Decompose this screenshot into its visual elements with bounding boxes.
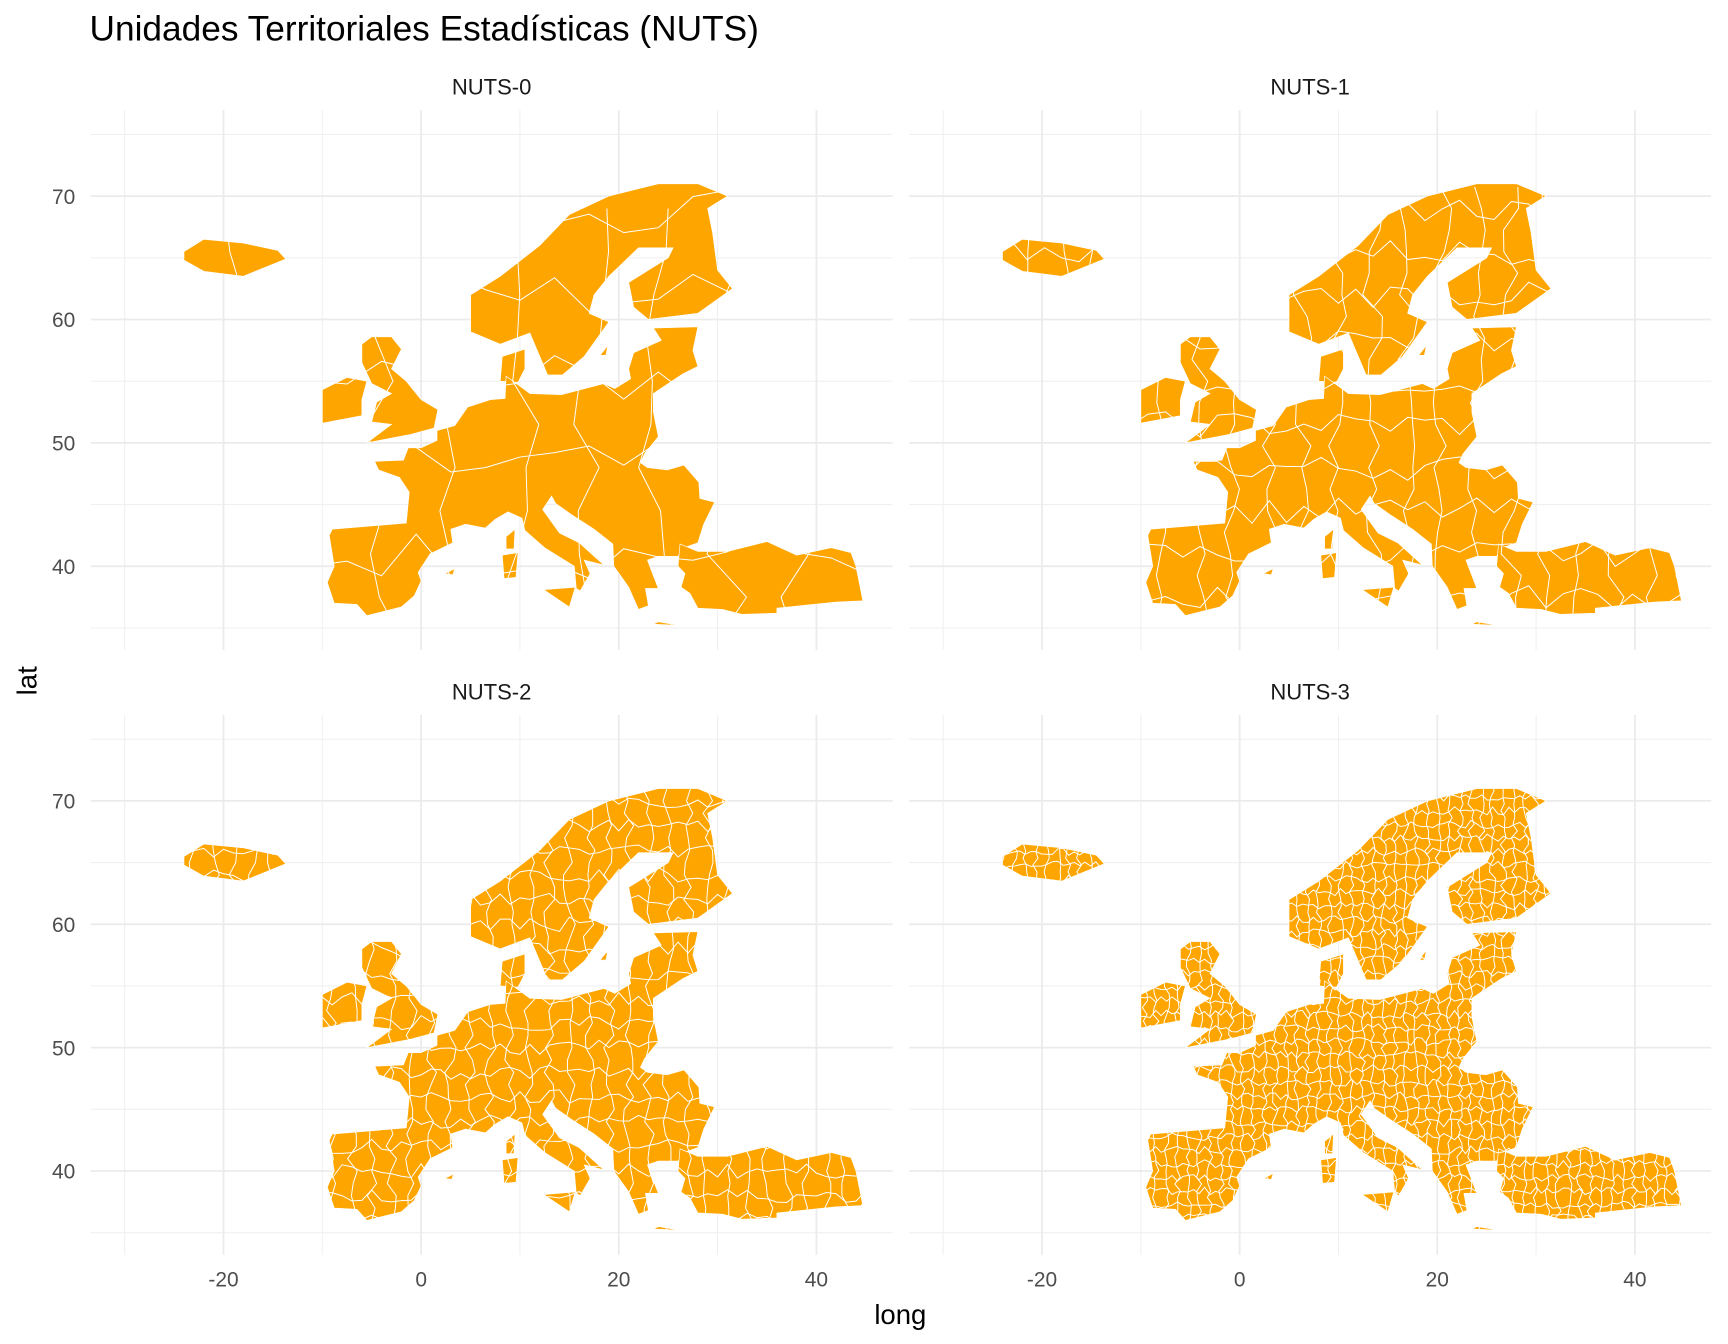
x-tick-label: 20 [1426, 1269, 1449, 1292]
region-turkey [1496, 541, 1682, 615]
facet-panel-nuts-1: NUTS-1 [909, 75, 1712, 650]
chart-title: Unidades Territoriales Estadísticas (NUT… [90, 10, 759, 49]
region-mallorca [1262, 568, 1274, 576]
region-turkey [1496, 1146, 1682, 1220]
region-sicily [1361, 586, 1395, 608]
region-crete [653, 621, 682, 626]
y-tick-label: 40 [52, 556, 75, 579]
region-ireland [321, 377, 368, 424]
facet-strip-label: NUTS-1 [1270, 75, 1350, 100]
region-mallorca [1262, 1172, 1274, 1181]
region-gotland [599, 949, 609, 961]
facet-panel-nuts-2: NUTS-2 40 50 60 70 -20 0 20 40 [52, 680, 893, 1292]
region-ireland [321, 981, 368, 1029]
region-gotland [599, 345, 609, 356]
facet-strip-label: NUTS-0 [452, 75, 532, 100]
y-tick-label: 60 [52, 914, 75, 937]
region-gotland [1417, 949, 1427, 961]
x-tick-label: -20 [1027, 1269, 1057, 1292]
region-iceland [183, 238, 287, 277]
region-iceland [1002, 843, 1105, 882]
facet-strip-label: NUTS-3 [1270, 680, 1350, 705]
y-tick-label: 70 [52, 791, 75, 814]
map-regions [183, 788, 864, 1231]
x-tick-label: 0 [1234, 1269, 1246, 1292]
region-ireland [1140, 377, 1186, 424]
x-axis-label: long [874, 1299, 926, 1330]
region-sardinia [501, 1157, 519, 1184]
x-tick-label: -20 [208, 1269, 238, 1292]
region-turkey [677, 541, 864, 615]
region-crete [1471, 1226, 1500, 1231]
region-uk [1180, 336, 1257, 444]
y-tick-label: 60 [52, 309, 75, 332]
region-denmark [499, 953, 526, 988]
x-tick-label: 40 [1623, 1269, 1646, 1292]
region-turkey [677, 1146, 864, 1220]
y-tick-label: 50 [52, 433, 75, 456]
map-regions [1002, 183, 1682, 626]
x-tick-label: 0 [415, 1269, 427, 1292]
region-corsica [1324, 528, 1334, 550]
region-ireland [1140, 981, 1186, 1029]
region-gotland [1417, 345, 1427, 356]
map-regions [183, 183, 864, 626]
region-scand [1288, 183, 1552, 376]
region-corsica [505, 528, 516, 550]
region-denmark [1318, 348, 1344, 383]
region-scand [470, 788, 733, 981]
y-axis-label: lat [12, 666, 43, 695]
facet-panel-nuts-3: NUTS-3 -20 0 20 40 [909, 680, 1712, 1292]
y-tick-label: 50 [52, 1037, 75, 1060]
region-uk [361, 941, 439, 1048]
x-tick-label: 40 [805, 1269, 828, 1292]
region-denmark [499, 348, 526, 383]
region-uk [361, 336, 439, 444]
facet-panel-nuts-0: NUTS-0 40 50 60 70 [52, 75, 893, 650]
region-sicily [542, 586, 576, 608]
y-tick-label: 70 [52, 186, 75, 209]
region-mallorca [443, 568, 456, 576]
facet-strip-label: NUTS-2 [452, 680, 532, 705]
map-regions [1002, 788, 1682, 1231]
x-tick-label: 20 [607, 1269, 630, 1292]
region-crete [1471, 621, 1500, 626]
y-tick-label: 40 [52, 1161, 75, 1184]
region-sicily [1361, 1191, 1395, 1213]
region-iceland [1002, 238, 1105, 277]
region-sardinia [1320, 1157, 1337, 1184]
